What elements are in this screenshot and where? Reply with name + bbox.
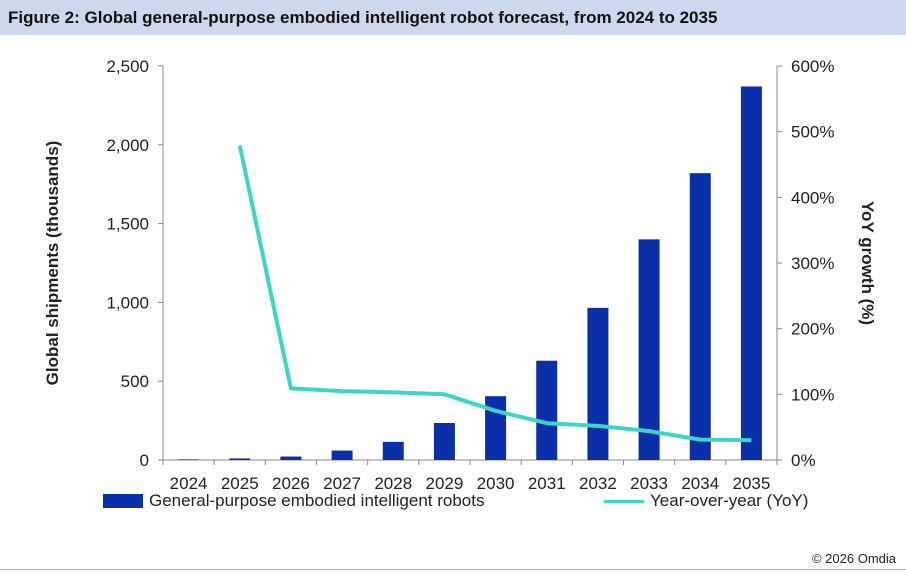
y2-tick-label: 500% <box>791 123 834 142</box>
bar <box>485 396 507 460</box>
bar <box>740 86 762 460</box>
y-tick-label: 2,000 <box>106 136 149 155</box>
y-tick-label: 0 <box>140 451 149 470</box>
bar <box>536 360 558 460</box>
y2-tick-label: 400% <box>791 188 834 207</box>
x-tick-label: 2033 <box>630 474 668 493</box>
bar <box>178 459 200 460</box>
y-axis-title: Global shipments (thousands) <box>43 141 62 386</box>
y2-tick-label: 100% <box>791 385 834 404</box>
bar <box>331 450 353 460</box>
y2-tick-label: 0% <box>791 451 816 470</box>
x-tick-label: 2032 <box>579 474 617 493</box>
yoy-line <box>237 145 752 443</box>
y2-axis-title: YoY growth (%) <box>858 201 877 325</box>
title-bar: Figure 2: Global general-purpose embodie… <box>0 0 906 35</box>
x-tick-label: 2031 <box>528 474 566 493</box>
bar <box>689 173 711 460</box>
x-tick-label: 2034 <box>681 474 719 493</box>
bar <box>638 239 660 460</box>
y2-tick-label: 600% <box>791 57 834 76</box>
bottom-divider <box>0 569 906 570</box>
legend-bar-label: General-purpose embodied intelligent rob… <box>149 491 485 510</box>
bar <box>382 441 404 460</box>
legend-line-swatch <box>604 499 644 503</box>
bar <box>587 307 609 460</box>
y-tick-label: 2,500 <box>106 57 149 76</box>
y2-tick-label: 300% <box>791 254 834 273</box>
x-tick-label: 2035 <box>733 474 771 493</box>
legend-item-bars: General-purpose embodied intelligent rob… <box>103 490 484 512</box>
x-tick-label: 2027 <box>323 474 361 493</box>
y-tick-label: 1,500 <box>106 215 149 234</box>
y2-tick-label: 200% <box>791 320 834 339</box>
y-tick-label: 1,000 <box>106 293 149 312</box>
chart-svg: 0 500 1,000 1,500 2,000 2,500 0% 100% 200% 300% 40… <box>43 57 877 493</box>
copyright-notice: © 2026 Omdia <box>811 551 896 566</box>
x-tick-label: 2028 <box>374 474 412 493</box>
legend-line-label: Year-over-year (YoY) <box>650 491 809 510</box>
x-tick-label: 2024 <box>170 474 208 493</box>
bar <box>280 456 302 460</box>
legend-item-line: Year-over-year (YoY) <box>604 490 808 512</box>
x-tick-label: 2029 <box>426 474 464 493</box>
chart-area: 0 500 1,000 1,500 2,000 2,500 0% 100% 200% 300% 40… <box>0 35 906 572</box>
x-tick-label: 2025 <box>221 474 259 493</box>
x-tick-label: 2030 <box>477 474 515 493</box>
legend-bar-swatch <box>103 494 143 508</box>
chart-title: Figure 2: Global general-purpose embodie… <box>8 8 718 27</box>
y-tick-label: 500 <box>121 372 149 391</box>
bar <box>433 422 455 460</box>
bar <box>229 458 251 460</box>
x-tick-label: 2026 <box>272 474 310 493</box>
